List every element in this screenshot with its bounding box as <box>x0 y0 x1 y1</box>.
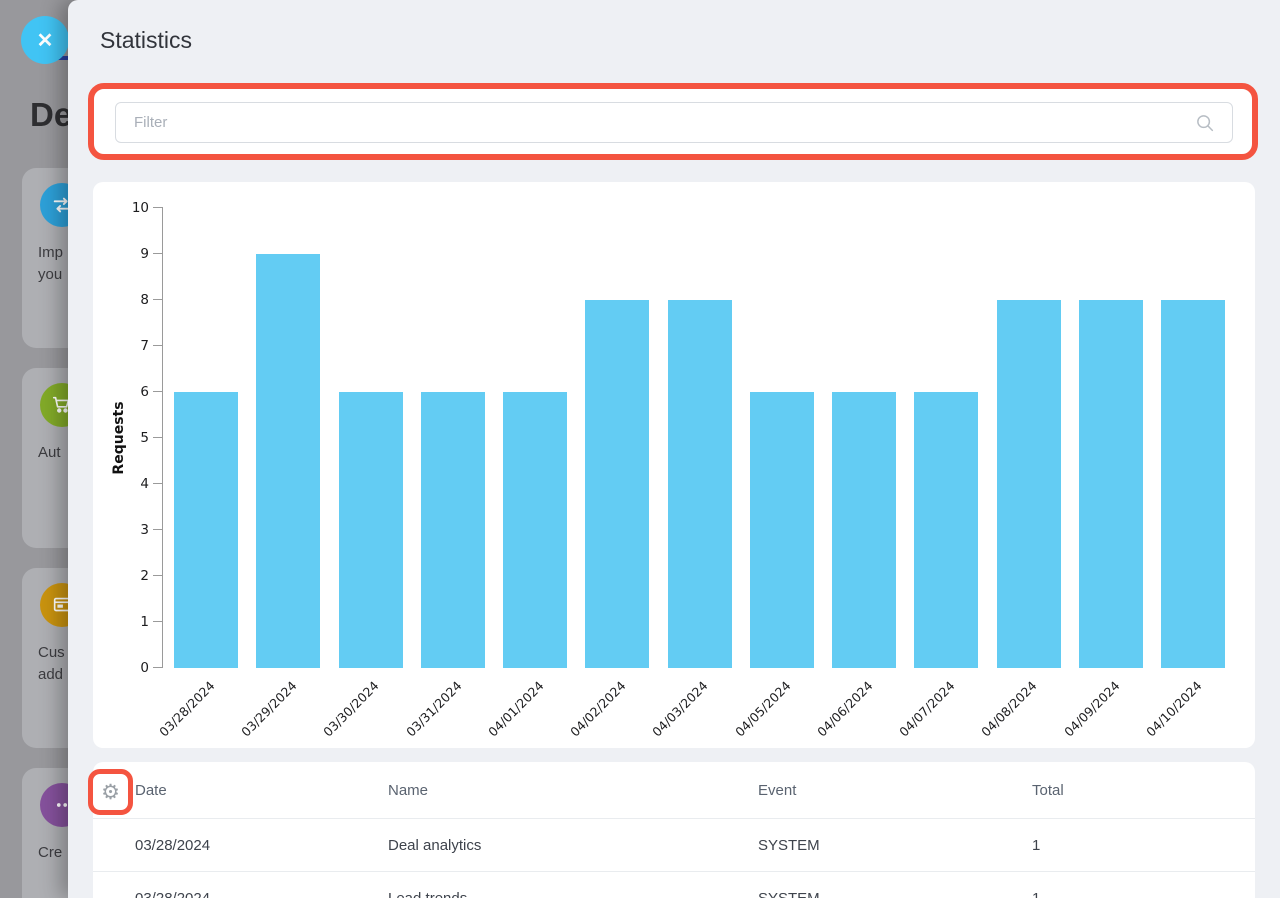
table-cell: Lead trends <box>388 889 468 898</box>
statistics-panel: Statistics Requests 0 1 2 3 4 5 6 7 8 9 10 03/28/2… <box>68 0 1280 898</box>
statistics-table-card: ⚙ Date Name Event Total 03/28/2024 Deal anal… <box>88 762 1255 898</box>
background-card-text: Cre <box>38 844 63 861</box>
page-title: Statistics <box>100 27 193 53</box>
x-axis-label-slot: 03/31/2024 <box>403 674 484 740</box>
close-button[interactable]: ✕ <box>21 16 69 64</box>
y-axis-tick <box>153 529 163 530</box>
y-axis-tick-label: 5 <box>140 430 149 446</box>
y-axis-tick-label: 3 <box>140 522 149 538</box>
y-axis-tick <box>153 207 163 208</box>
x-axis-label-slot: 04/05/2024 <box>732 674 813 740</box>
y-axis-tick <box>153 667 163 668</box>
y-axis-tick-label: 2 <box>140 568 149 584</box>
x-axis-label-slot: 04/10/2024 <box>1143 674 1224 740</box>
bar-04/06/2024 <box>832 392 896 668</box>
table-cell: 1 <box>1032 889 1041 898</box>
active-tab-underline <box>48 56 82 60</box>
background-card-text: Imp you <box>38 244 64 283</box>
y-axis-tick-label: 10 <box>131 200 149 216</box>
search-icon <box>1194 112 1216 139</box>
x-axis-label: 03/30/2024 <box>320 678 383 740</box>
y-axis-tick <box>153 483 163 484</box>
y-axis-tick-label: 9 <box>140 246 149 262</box>
x-axis-label-slot: 04/02/2024 <box>567 674 648 740</box>
y-axis-title: Requests <box>111 401 127 475</box>
x-axis-label-slot: 04/03/2024 <box>650 674 731 740</box>
y-axis-tick <box>153 391 163 392</box>
table-cell: Deal analytics <box>388 836 482 854</box>
table-body: 03/28/2024 Deal analytics SYSTEM 1 03/28/202… <box>93 818 1255 898</box>
table-cell: 03/28/2024 <box>135 836 211 854</box>
bar-04/02/2024 <box>585 300 650 668</box>
table-row: 03/28/2024 Lead trends SYSTEM 1 <box>93 871 1255 898</box>
x-axis-label: 03/28/2024 <box>156 678 218 740</box>
column-header-total: Total <box>1032 781 1064 799</box>
bar-04/01/2024 <box>503 392 567 668</box>
y-axis-tick <box>153 575 163 576</box>
x-axis-label: 04/09/2024 <box>1060 678 1123 740</box>
table-cell: SYSTEM <box>758 836 820 854</box>
y-axis-tick-label: 0 <box>140 660 149 676</box>
x-axis-label-slot: 04/07/2024 <box>896 674 977 740</box>
x-axis-label-slot: 03/29/2024 <box>238 674 319 740</box>
bar-04/07/2024 <box>914 392 979 668</box>
bar-04/03/2024 <box>667 300 732 668</box>
bar-series <box>163 208 1240 668</box>
x-axis-label: 04/01/2024 <box>485 678 547 740</box>
y-axis-tick <box>153 253 163 254</box>
close-icon: ✕ <box>36 29 54 52</box>
background-card-text: Aut <box>38 444 61 461</box>
y-axis-tick-label: 7 <box>140 338 149 354</box>
filter-input[interactable] <box>116 103 1232 142</box>
bar-04/09/2024 <box>1078 300 1143 668</box>
x-axis-label: 03/29/2024 <box>238 678 300 740</box>
gear-highlight-annotation: ⚙ <box>88 769 133 815</box>
x-axis-label-slot: 03/28/2024 <box>156 674 237 740</box>
bar-03/30/2024 <box>338 392 403 668</box>
table-cell: 03/28/2024 <box>135 889 211 898</box>
y-axis-tick <box>153 437 163 438</box>
background-card-text: Cus add <box>38 644 65 683</box>
x-axis-label: 04/10/2024 <box>1143 678 1205 740</box>
x-axis-label-slot: 04/01/2024 <box>485 674 566 740</box>
table-header-row: Date Name Event Total <box>93 762 1255 818</box>
x-axis-label: 04/06/2024 <box>814 678 876 740</box>
y-axis-tick-label: 6 <box>140 384 149 400</box>
chart-plot-area: 0 1 2 3 4 5 6 7 8 9 10 <box>132 200 1240 676</box>
bar-04/10/2024 <box>1161 300 1225 668</box>
bar-03/31/2024 <box>420 392 485 668</box>
x-axis-label: 04/03/2024 <box>649 678 712 740</box>
requests-chart-card: Requests 0 1 2 3 4 5 6 7 8 9 10 03/28/2024 03/29/20… <box>93 182 1255 748</box>
bar-03/28/2024 <box>174 392 238 668</box>
table-settings-gear-icon[interactable]: ⚙ <box>101 780 120 804</box>
x-axis-label: 03/31/2024 <box>402 678 465 740</box>
x-axis-label: 04/02/2024 <box>567 678 629 740</box>
filter-field-container <box>115 102 1233 143</box>
x-axis-label: 04/08/2024 <box>978 678 1041 740</box>
x-axis-label-slot: 03/30/2024 <box>321 674 402 740</box>
x-axis-label: 04/05/2024 <box>731 678 794 740</box>
y-axis-tick <box>153 299 163 300</box>
filter-highlight-annotation <box>88 83 1258 160</box>
y-axis-tick <box>153 621 163 622</box>
x-axis-label: 04/07/2024 <box>896 678 958 740</box>
x-axis-label-slot: 04/09/2024 <box>1061 674 1142 740</box>
y-axis-tick-label: 4 <box>140 476 149 492</box>
x-axis-label-slot: 04/06/2024 <box>814 674 895 740</box>
bar-04/05/2024 <box>749 392 814 668</box>
y-axis-tick-label: 8 <box>140 292 149 308</box>
x-axis-labels: 03/28/2024 03/29/2024 03/30/2024 03/31/2024… <box>156 674 1239 740</box>
column-header-date: Date <box>135 781 167 799</box>
x-axis-label-slot: 04/08/2024 <box>979 674 1060 740</box>
column-header-name: Name <box>388 781 429 799</box>
y-axis-tick-label: 1 <box>140 614 149 630</box>
bar-03/29/2024 <box>256 254 321 668</box>
table-cell: SYSTEM <box>758 889 820 898</box>
table-row: 03/28/2024 Deal analytics SYSTEM 1 <box>93 818 1255 871</box>
table-cell: 1 <box>1032 836 1041 854</box>
bar-04/08/2024 <box>996 300 1061 668</box>
y-axis-tick <box>153 345 163 346</box>
column-header-event: Event <box>758 781 797 799</box>
